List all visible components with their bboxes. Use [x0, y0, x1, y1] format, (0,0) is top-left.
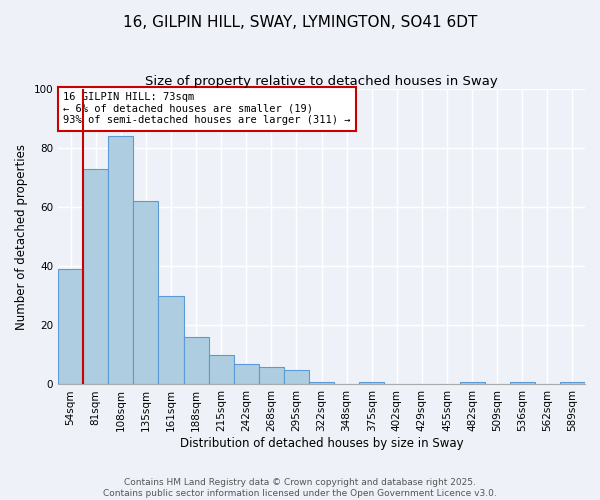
Title: Size of property relative to detached houses in Sway: Size of property relative to detached ho… — [145, 75, 498, 88]
Bar — [510, 382, 535, 384]
Bar — [309, 382, 334, 384]
Bar — [233, 364, 259, 384]
X-axis label: Distribution of detached houses by size in Sway: Distribution of detached houses by size … — [180, 437, 463, 450]
Bar — [133, 202, 158, 384]
Bar — [259, 366, 284, 384]
Text: 16, GILPIN HILL, SWAY, LYMINGTON, SO41 6DT: 16, GILPIN HILL, SWAY, LYMINGTON, SO41 6… — [123, 15, 477, 30]
Bar — [158, 296, 184, 384]
Bar — [460, 382, 485, 384]
Bar — [284, 370, 309, 384]
Y-axis label: Number of detached properties: Number of detached properties — [15, 144, 28, 330]
Bar — [83, 169, 108, 384]
Bar — [184, 337, 209, 384]
Text: Contains HM Land Registry data © Crown copyright and database right 2025.
Contai: Contains HM Land Registry data © Crown c… — [103, 478, 497, 498]
Bar — [359, 382, 384, 384]
Text: 16 GILPIN HILL: 73sqm
← 6% of detached houses are smaller (19)
93% of semi-detac: 16 GILPIN HILL: 73sqm ← 6% of detached h… — [64, 92, 351, 126]
Bar — [560, 382, 585, 384]
Bar — [58, 270, 83, 384]
Bar — [108, 136, 133, 384]
Bar — [209, 355, 233, 384]
